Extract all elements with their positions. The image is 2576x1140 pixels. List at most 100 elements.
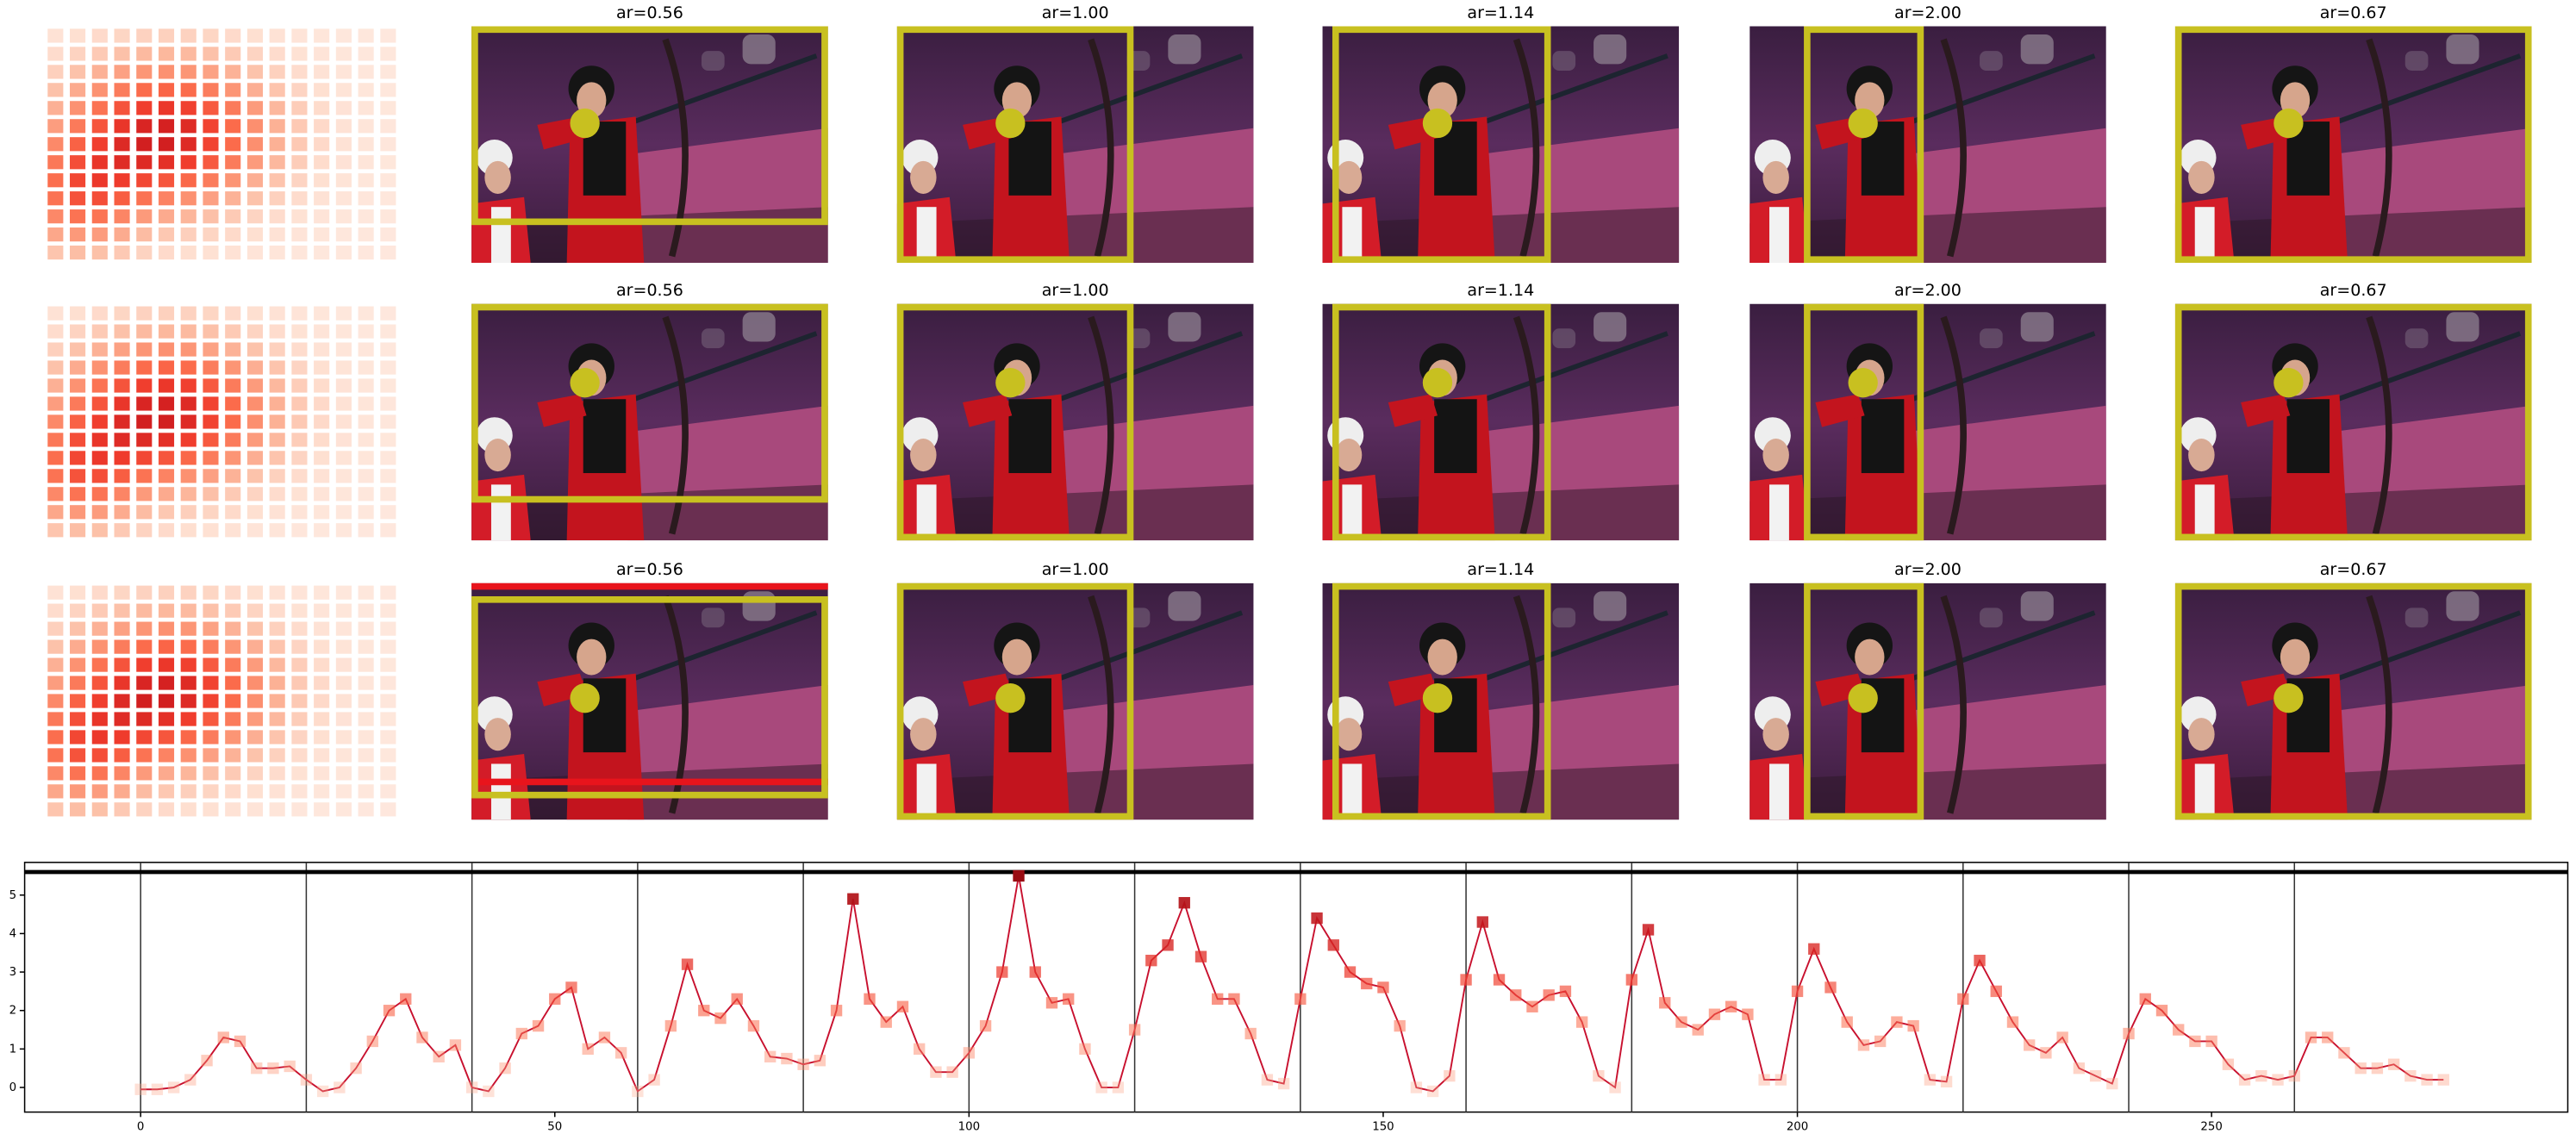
marker: [1045, 997, 1058, 1009]
marker: [1277, 1077, 1290, 1090]
crop-box: [1804, 582, 1924, 820]
marker: [383, 1005, 396, 1017]
marker: [134, 1083, 147, 1095]
marker: [1990, 985, 2002, 998]
marker: [1857, 1039, 1870, 1051]
marker: [2421, 1074, 2433, 1086]
photo: [1750, 304, 2106, 541]
marker: [1361, 977, 1373, 990]
marker: [1128, 1024, 1141, 1036]
photo: [897, 304, 1254, 541]
panel-title: ar=2.00: [1894, 3, 1962, 22]
marker: [1394, 1019, 1406, 1032]
marker: [251, 1062, 263, 1075]
x-tick-label: 200: [1787, 1121, 1808, 1134]
photo: [1323, 27, 1680, 264]
marker: [2173, 1024, 2185, 1036]
marker: [1410, 1081, 1423, 1093]
marker: [284, 1060, 296, 1073]
crop-box: [896, 582, 1134, 820]
marker: [1327, 939, 1339, 951]
marker: [2255, 1069, 2267, 1082]
marker: [483, 1085, 495, 1098]
marker: [1311, 912, 1323, 925]
marker: [449, 1039, 462, 1051]
marker: [1510, 989, 1522, 1001]
marker: [499, 1062, 511, 1075]
marker: [1460, 974, 1472, 986]
marker: [747, 1019, 760, 1032]
y-tick-label: 4: [9, 927, 16, 940]
crop-box: [2174, 582, 2532, 820]
y-tick-label: 5: [9, 889, 16, 902]
center-dot: [2273, 683, 2304, 713]
marker: [847, 893, 859, 905]
photo: [471, 27, 828, 264]
marker: [1659, 997, 1671, 1009]
marker: [664, 1019, 677, 1032]
crop-box: [896, 26, 1134, 264]
marker: [184, 1074, 196, 1086]
marker: [1013, 869, 1025, 882]
panel-title: ar=1.14: [1467, 560, 1534, 579]
marker: [1063, 993, 1075, 1006]
marker: [300, 1074, 313, 1086]
center-dot: [995, 368, 1026, 398]
marker: [946, 1066, 958, 1078]
panel-title: ar=1.14: [1467, 281, 1534, 300]
crop-box: [1804, 303, 1924, 541]
marker: [914, 1043, 926, 1056]
marker: [350, 1062, 362, 1075]
marker: [416, 1031, 428, 1043]
marker: [2322, 1031, 2334, 1043]
marker: [565, 981, 577, 994]
photo: [897, 27, 1254, 264]
marker: [433, 1050, 445, 1062]
center-dot: [1848, 368, 1878, 398]
marker: [996, 966, 1008, 978]
heatmap: [47, 306, 396, 538]
marker: [1145, 955, 1157, 967]
heatmap: [47, 28, 396, 260]
y-tick-label: 0: [9, 1081, 16, 1094]
panel-grid: ar=0.56 ar=1.00 ar=1.14 ar=2.00 ar=0.67 ar=0.…: [47, 3, 2532, 820]
marker: [1924, 1074, 1937, 1086]
crop-box: [2174, 303, 2532, 541]
marker: [1212, 993, 1224, 1006]
marker: [830, 1005, 843, 1017]
panel-title: ar=2.00: [1894, 281, 1962, 300]
plot-area: [23, 862, 2569, 1113]
marker: [2387, 1058, 2400, 1070]
marker: [2139, 993, 2151, 1006]
marker: [930, 1066, 942, 1078]
marker: [334, 1081, 346, 1093]
marker: [217, 1031, 229, 1043]
marker: [2040, 1047, 2052, 1059]
marker: [2404, 1069, 2417, 1082]
marker: [1112, 1081, 1125, 1093]
x-tick-label: 150: [1372, 1121, 1394, 1134]
marker: [1791, 985, 1804, 998]
marker: [1079, 1043, 1091, 1056]
crop-box: [1804, 26, 1924, 264]
y-tick-label: 3: [9, 966, 16, 979]
marker: [1907, 1019, 1919, 1032]
marker: [532, 1019, 545, 1032]
marker: [764, 1050, 777, 1062]
x-tick-label: 250: [2200, 1121, 2222, 1134]
panel-title: ar=0.67: [2320, 3, 2387, 22]
marker: [648, 1074, 660, 1086]
y-tick-label: 2: [9, 1005, 16, 1018]
center-dot: [995, 108, 1026, 139]
marker: [201, 1055, 213, 1067]
crop-box: [471, 303, 828, 503]
marker: [797, 1058, 809, 1070]
panel-title: ar=0.67: [2320, 560, 2387, 579]
panel-title: ar=2.00: [1894, 560, 1962, 579]
marker: [2056, 1031, 2068, 1043]
marker: [316, 1085, 329, 1098]
crop-box: [2174, 26, 2532, 264]
panel-title: ar=0.67: [2320, 281, 2387, 300]
marker: [1808, 943, 1820, 955]
